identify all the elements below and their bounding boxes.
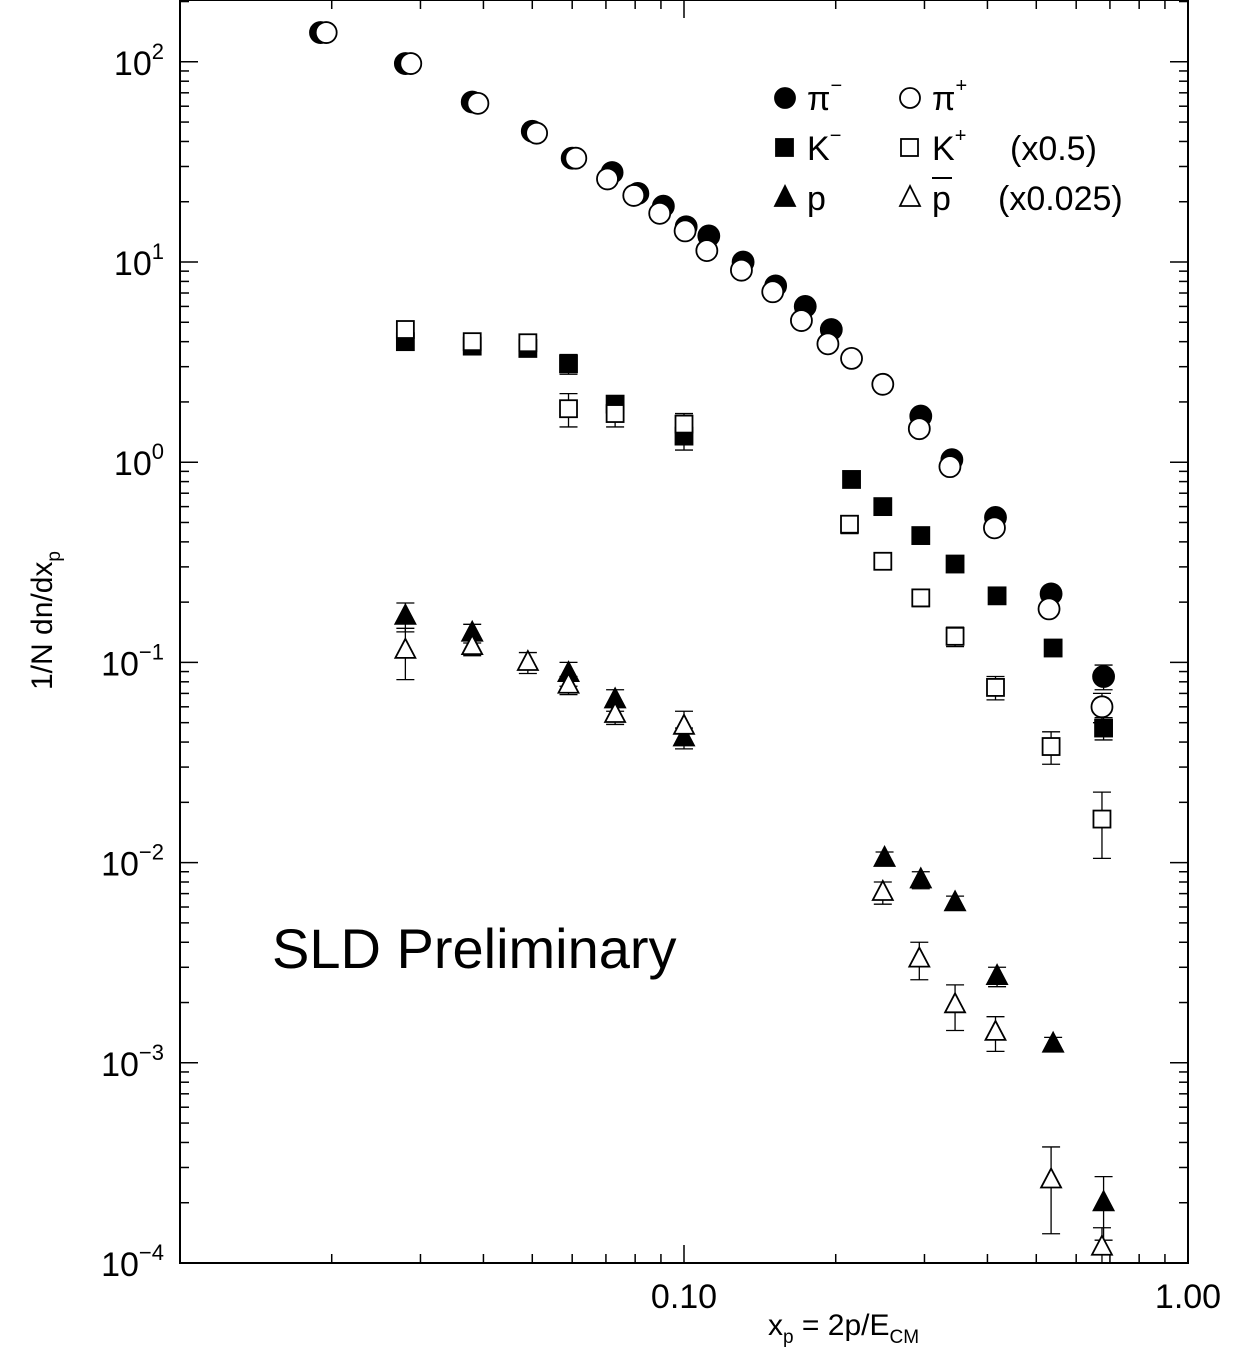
- legend-marker: [899, 87, 921, 109]
- data-point: [525, 121, 549, 145]
- data-point: [983, 516, 1006, 540]
- legend-note: (x0.5): [1010, 130, 1097, 168]
- data-point: [1092, 809, 1112, 829]
- data-point: [395, 320, 415, 339]
- data-point: [911, 588, 931, 608]
- data-point: [761, 280, 785, 304]
- data-point: [873, 497, 893, 517]
- y-tick-label: 10−2: [101, 840, 164, 884]
- data-point: [984, 1018, 1007, 1041]
- data-point: [907, 945, 931, 968]
- legend-marker: [775, 138, 794, 157]
- data-point: [1037, 597, 1061, 621]
- data-marks: [309, 21, 1116, 1264]
- legend-note: (x0.025): [998, 180, 1123, 218]
- data-point: [873, 551, 893, 571]
- data-point: [985, 963, 1009, 985]
- data-point: [564, 146, 588, 170]
- annotation: SLD Preliminary: [272, 917, 677, 980]
- y-tick-label: 101: [114, 239, 164, 283]
- data-point: [911, 526, 931, 545]
- y-tick-label: 10−3: [101, 1040, 164, 1084]
- data-point: [603, 701, 627, 723]
- data-point: [986, 678, 1005, 697]
- y-axis-label: 1/N dn/dxp: [26, 551, 65, 690]
- x-tick-label: 0.10: [651, 1278, 717, 1316]
- data-point: [790, 309, 813, 332]
- data-point: [943, 889, 967, 912]
- data-point: [393, 636, 417, 659]
- data-point: [1090, 1233, 1114, 1256]
- legend-label: K+: [932, 125, 966, 168]
- data-point: [1043, 638, 1063, 658]
- data-point: [730, 258, 753, 282]
- legend-label: π+: [932, 75, 967, 118]
- data-point: [842, 470, 861, 489]
- series-antiproton: [393, 627, 1114, 1264]
- data-point: [907, 417, 931, 441]
- data-point: [557, 671, 581, 694]
- data-point: [1041, 737, 1061, 756]
- y-tick-label: 102: [114, 39, 164, 83]
- data-point: [559, 354, 578, 374]
- data-point: [559, 399, 578, 419]
- data-point: [648, 201, 672, 225]
- data-point: [945, 554, 965, 574]
- legend-label: K−: [807, 125, 841, 168]
- axes: 102 101 100 10−1 10−2 10−3 10−4 0.10 1.00: [101, 0, 1221, 1316]
- data-point: [605, 404, 625, 423]
- data-point: [871, 372, 895, 396]
- series-k_minus: [395, 332, 1113, 741]
- data-point: [673, 219, 697, 243]
- data-point: [1094, 718, 1113, 738]
- data-point: [596, 167, 619, 191]
- legend-marker: [900, 138, 919, 157]
- data-point: [622, 184, 646, 207]
- data-point: [1041, 1030, 1065, 1053]
- data-point: [462, 332, 482, 352]
- legend-label: p: [932, 180, 951, 218]
- data-point: [518, 333, 538, 353]
- legend: π− π+ K− K+ (x0.5) p p (x0.025): [773, 75, 1123, 218]
- x-axis-label: xp = 2p/ECM: [768, 1309, 919, 1348]
- data-point: [938, 455, 962, 479]
- data-point: [873, 845, 897, 867]
- legend-label: p: [807, 180, 826, 218]
- data-point: [1092, 665, 1115, 688]
- data-point: [393, 602, 417, 625]
- data-point: [945, 626, 965, 646]
- data-point: [1039, 1166, 1063, 1189]
- data-point: [695, 239, 719, 263]
- data-point: [987, 586, 1007, 606]
- y-tick-label: 10−1: [101, 639, 164, 683]
- y-tick-label: 10−4: [101, 1240, 164, 1284]
- data-point: [943, 991, 967, 1014]
- y-tick-label: 100: [114, 439, 164, 483]
- data-point: [460, 633, 484, 656]
- legend-marker: [773, 183, 797, 207]
- series-pi_plus: [314, 21, 1114, 724]
- legend-marker: [898, 183, 922, 207]
- data-point: [909, 866, 933, 889]
- data-point: [672, 712, 696, 735]
- series-k_plus: [395, 320, 1112, 860]
- data-point: [871, 879, 895, 901]
- data-point: [1092, 1189, 1116, 1212]
- data-point: [674, 414, 694, 434]
- data-point: [314, 21, 338, 44]
- data-point: [816, 332, 840, 356]
- data-point: [840, 346, 863, 370]
- legend-marker: [774, 87, 796, 109]
- x-tick-label: 1.00: [1155, 1278, 1221, 1316]
- legend-label: π−: [807, 75, 842, 118]
- data-point: [1090, 695, 1114, 719]
- data-point: [399, 52, 423, 75]
- data-point: [840, 514, 859, 534]
- data-point: [466, 91, 490, 115]
- data-point: [516, 649, 540, 671]
